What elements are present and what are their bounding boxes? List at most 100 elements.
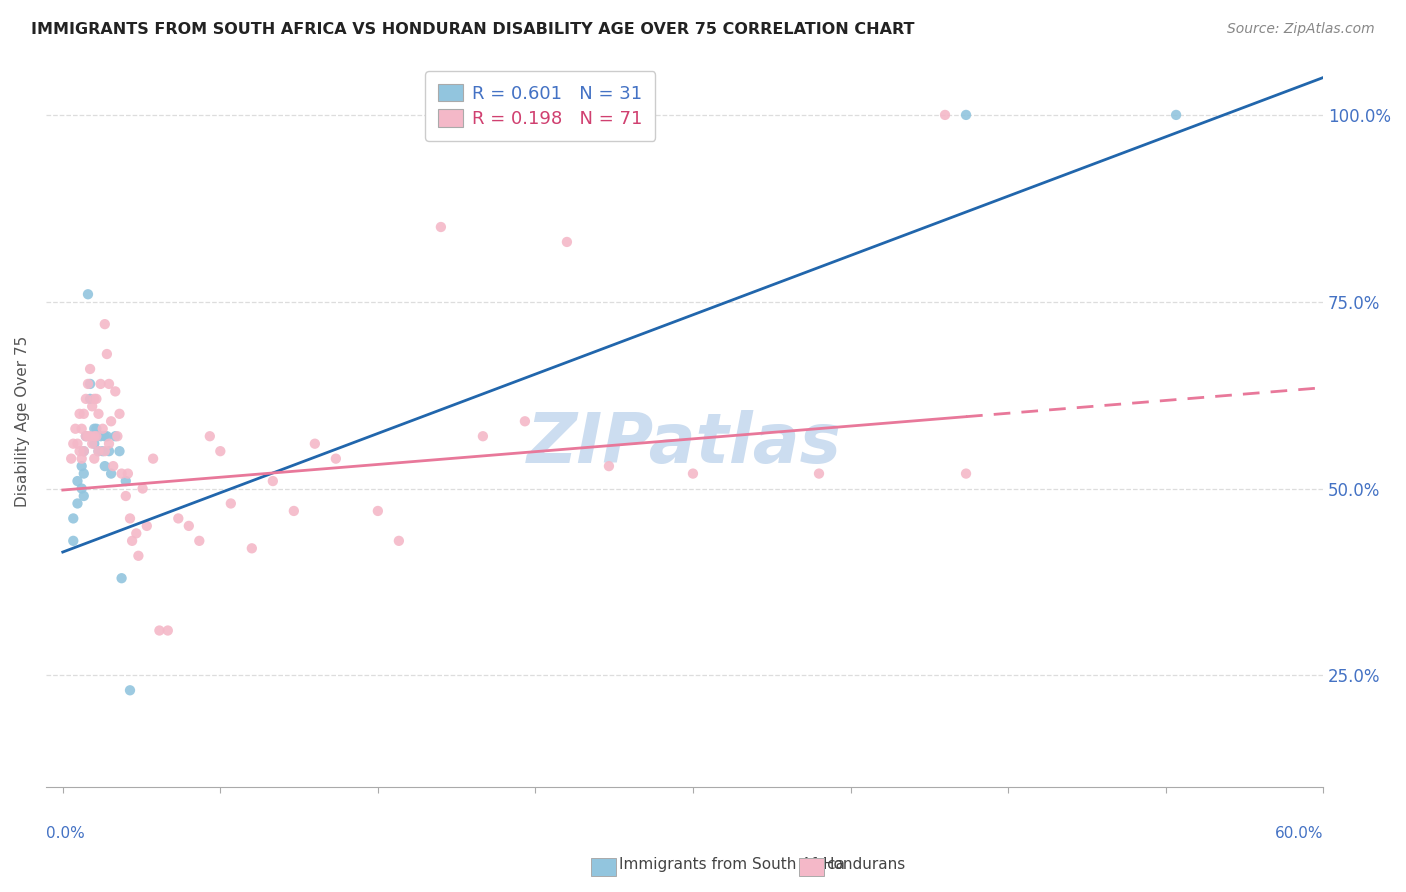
- Point: [94, 429, 117, 443]
- Point: [82, 400, 104, 414]
- Point: [73, 467, 96, 481]
- Point: [198, 429, 221, 443]
- Point: [262, 474, 284, 488]
- Point: [87, 444, 110, 458]
- Point: [100, 467, 122, 481]
- Point: [77, 376, 100, 391]
- Point: [108, 407, 131, 421]
- Point: [388, 533, 411, 548]
- Point: [125, 526, 148, 541]
- Point: [100, 414, 122, 428]
- Point: [513, 414, 536, 428]
- Point: [304, 436, 326, 450]
- Point: [807, 467, 830, 481]
- Point: [283, 504, 305, 518]
- Point: [70, 482, 93, 496]
- Point: [77, 429, 100, 443]
- Point: [1164, 108, 1187, 122]
- Point: [127, 549, 149, 563]
- Text: Source: ZipAtlas.com: Source: ZipAtlas.com: [1227, 22, 1375, 37]
- Point: [73, 444, 96, 458]
- Point: [108, 444, 131, 458]
- Point: [83, 451, 105, 466]
- Point: [142, 451, 165, 466]
- Point: [66, 436, 89, 450]
- Text: Hondurans: Hondurans: [823, 857, 905, 872]
- Point: [91, 422, 114, 436]
- Point: [83, 422, 105, 436]
- Point: [96, 347, 118, 361]
- Point: [62, 533, 84, 548]
- Point: [240, 541, 263, 556]
- Point: [98, 444, 121, 458]
- Legend: R = 0.601   N = 31, R = 0.198   N = 71: R = 0.601 N = 31, R = 0.198 N = 71: [426, 71, 655, 141]
- Point: [114, 489, 136, 503]
- Point: [75, 429, 97, 443]
- Point: [118, 511, 141, 525]
- Point: [110, 467, 132, 481]
- Point: [471, 429, 494, 443]
- Point: [91, 444, 114, 458]
- Point: [98, 436, 121, 450]
- Point: [70, 459, 93, 474]
- Point: [73, 444, 96, 458]
- Point: [60, 451, 83, 466]
- Point: [105, 429, 128, 443]
- Point: [75, 392, 97, 406]
- Point: [62, 511, 84, 525]
- Point: [156, 624, 179, 638]
- Point: [367, 504, 389, 518]
- Text: ZIPatlas: ZIPatlas: [527, 409, 842, 476]
- Point: [555, 235, 578, 249]
- Point: [83, 429, 105, 443]
- Point: [188, 533, 211, 548]
- Point: [90, 429, 112, 443]
- Point: [70, 422, 93, 436]
- Point: [955, 108, 977, 122]
- Point: [87, 407, 110, 421]
- Text: 60.0%: 60.0%: [1275, 826, 1323, 841]
- Point: [121, 533, 143, 548]
- Point: [69, 407, 91, 421]
- Point: [79, 429, 101, 443]
- Point: [90, 376, 112, 391]
- Point: [96, 429, 118, 443]
- Point: [934, 108, 956, 122]
- Point: [73, 407, 96, 421]
- Point: [131, 482, 153, 496]
- Point: [94, 444, 117, 458]
- Point: [66, 474, 89, 488]
- Text: Immigrants from South Africa: Immigrants from South Africa: [619, 857, 845, 872]
- Point: [82, 436, 104, 450]
- Point: [103, 459, 125, 474]
- Point: [430, 219, 453, 234]
- Point: [118, 683, 141, 698]
- Y-axis label: Disability Age Over 75: Disability Age Over 75: [15, 335, 30, 507]
- Point: [83, 392, 105, 406]
- Point: [325, 451, 347, 466]
- Point: [86, 429, 108, 443]
- Point: [94, 459, 117, 474]
- Text: IMMIGRANTS FROM SOUTH AFRICA VS HONDURAN DISABILITY AGE OVER 75 CORRELATION CHAR: IMMIGRANTS FROM SOUTH AFRICA VS HONDURAN…: [31, 22, 914, 37]
- Point: [167, 511, 190, 525]
- Point: [69, 444, 91, 458]
- Point: [87, 444, 110, 458]
- Point: [219, 496, 242, 510]
- Point: [110, 571, 132, 585]
- Point: [86, 392, 108, 406]
- Point: [70, 451, 93, 466]
- Point: [65, 422, 87, 436]
- Point: [114, 474, 136, 488]
- Point: [98, 376, 121, 391]
- Point: [135, 519, 157, 533]
- Point: [209, 444, 232, 458]
- Point: [682, 467, 704, 481]
- Point: [79, 362, 101, 376]
- Point: [955, 467, 977, 481]
- Point: [177, 519, 200, 533]
- Point: [104, 384, 127, 399]
- Point: [148, 624, 170, 638]
- Text: 0.0%: 0.0%: [46, 826, 84, 841]
- Point: [62, 436, 84, 450]
- Point: [86, 422, 108, 436]
